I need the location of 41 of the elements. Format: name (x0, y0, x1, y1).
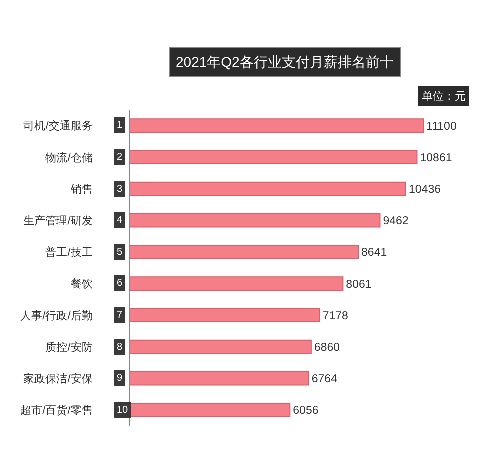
y-tick-label: 质控/安防 (46, 340, 93, 354)
y-tick-label: 人事/行政/后勤 (20, 309, 93, 322)
data-label: 10436 (409, 184, 441, 196)
data-label: 9462 (383, 216, 409, 228)
text: 2 (117, 152, 123, 163)
y-tick-label: 家政保洁/安保 (24, 372, 93, 386)
text: 3 (117, 184, 123, 195)
y-tick-label: 餐饮 (70, 278, 93, 291)
y-tick-label: 普工/技工 (46, 246, 93, 260)
data-label: 6056 (293, 405, 319, 418)
y-tick-label: 销售 (70, 184, 93, 196)
data-label: 6764 (312, 374, 338, 386)
y-tick-label: 超市/百货/零售 (20, 404, 93, 418)
chart-title: 2021年Q2各行业支付月薪排名前十 (176, 54, 394, 70)
bar (130, 371, 310, 386)
bar (130, 340, 312, 354)
data-label: 8061 (346, 278, 372, 291)
data-label: 6860 (314, 342, 340, 354)
text: 1 (117, 120, 123, 131)
bar (130, 245, 360, 260)
bar (130, 213, 381, 228)
text: 10 (117, 405, 129, 416)
y-tick-label: 生产管理/研发 (24, 214, 93, 228)
text: 单位：元 (422, 90, 466, 103)
bar (130, 308, 320, 323)
text: 8 (117, 342, 123, 353)
y-tick-label: 司机/交通服务 (24, 120, 93, 133)
text: 6 (117, 278, 123, 289)
text: 7 (117, 310, 123, 321)
text: 4 (117, 215, 123, 226)
text: 9 (117, 373, 123, 384)
bar (130, 118, 424, 133)
data-label: 11100 (426, 120, 457, 133)
data-label: 7178 (322, 310, 348, 322)
bar (130, 150, 418, 165)
data-label: 8641 (362, 247, 388, 260)
y-tick-label: 物流/仓储 (46, 151, 93, 164)
bar (130, 276, 344, 291)
text: 5 (117, 247, 123, 258)
data-label: 10861 (420, 152, 452, 164)
bar (130, 182, 406, 196)
